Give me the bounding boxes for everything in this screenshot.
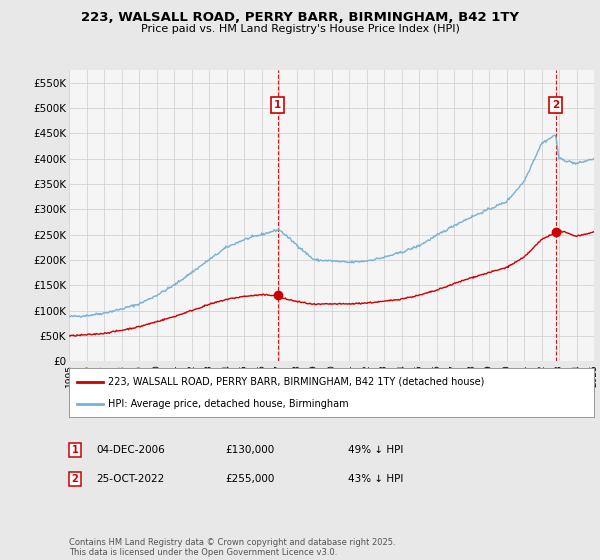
- Text: £255,000: £255,000: [225, 474, 274, 484]
- Text: 223, WALSALL ROAD, PERRY BARR, BIRMINGHAM, B42 1TY (detached house): 223, WALSALL ROAD, PERRY BARR, BIRMINGHA…: [109, 377, 485, 387]
- Text: 49% ↓ HPI: 49% ↓ HPI: [348, 445, 403, 455]
- Text: £130,000: £130,000: [225, 445, 274, 455]
- Text: 04-DEC-2006: 04-DEC-2006: [96, 445, 165, 455]
- Text: HPI: Average price, detached house, Birmingham: HPI: Average price, detached house, Birm…: [109, 399, 349, 409]
- Text: 2: 2: [71, 474, 79, 484]
- Text: 1: 1: [71, 445, 79, 455]
- Text: 43% ↓ HPI: 43% ↓ HPI: [348, 474, 403, 484]
- Text: Contains HM Land Registry data © Crown copyright and database right 2025.
This d: Contains HM Land Registry data © Crown c…: [69, 538, 395, 557]
- Text: 25-OCT-2022: 25-OCT-2022: [96, 474, 164, 484]
- Text: Price paid vs. HM Land Registry's House Price Index (HPI): Price paid vs. HM Land Registry's House …: [140, 24, 460, 34]
- Text: 1: 1: [274, 100, 281, 110]
- Text: 2: 2: [552, 100, 559, 110]
- Text: 223, WALSALL ROAD, PERRY BARR, BIRMINGHAM, B42 1TY: 223, WALSALL ROAD, PERRY BARR, BIRMINGHA…: [81, 11, 519, 24]
